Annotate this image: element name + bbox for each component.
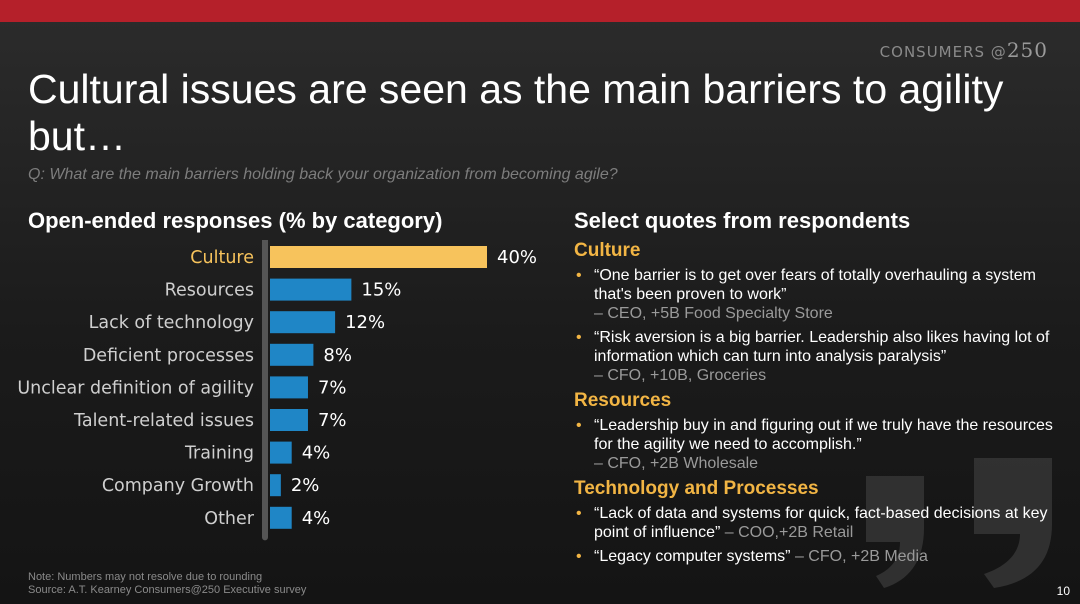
category-label: Deficient processes [83, 346, 254, 366]
barrier-bar-chart: Culture 40% Resources 15% Lack of technology… [17, 240, 537, 541]
bar-2 [270, 311, 336, 334]
quote-attribution: – CFO, +10B, Groceries [594, 367, 767, 384]
top-accent-bar [0, 0, 1080, 22]
value-label: 4% [302, 443, 331, 464]
bar-5 [270, 409, 308, 431]
survey-question: Q: What are the main barriers holding ba… [28, 166, 618, 183]
quotes-panel: Culture • “One barrier is to get over fear… [574, 240, 1069, 571]
bullet-icon: • [576, 417, 582, 434]
quotes-title: Select quotes from respondents [574, 208, 911, 233]
quote-attribution: – CFO, +2B Media [790, 548, 928, 565]
category-label: Training [184, 444, 254, 464]
value-label: 7% [318, 377, 347, 398]
quote-text: “One barrier is to get over fears of tot… [594, 267, 1036, 303]
value-label: 40% [497, 247, 537, 268]
quote-category-heading: Resources [574, 390, 672, 411]
category-label: Talent-related issues [73, 411, 254, 431]
category-label: Other [204, 509, 254, 529]
rounding-note: Note: Numbers may not resolve due to rou… [28, 571, 263, 583]
category-label: Company Growth [102, 476, 254, 496]
quote-attribution: – COO,+2B Retail [720, 524, 854, 541]
footnote: Note: Numbers may not resolve due to rou… [28, 571, 306, 597]
bar-6 [270, 441, 292, 464]
quote-item: • “One barrier is to get over fears of to… [574, 266, 1069, 323]
quote-category-heading: Culture [574, 240, 641, 261]
source-note: Source: A.T. Kearney Consumers@250 Execu… [28, 584, 307, 596]
bullet-icon: • [576, 505, 582, 522]
quote-category-heading: Technology and Processes [574, 478, 819, 499]
quote-mark-icon [866, 458, 1052, 588]
bullet-icon: • [576, 548, 582, 565]
bar-7 [270, 474, 281, 497]
bullet-icon: • [576, 329, 582, 346]
quote-attribution: – CFO, +2B Wholesale [594, 455, 759, 472]
quote-text: “Lack of data and systems for quick, fac… [594, 505, 1048, 541]
bar-4 [270, 376, 308, 399]
category-label: Lack of technology [89, 313, 254, 333]
brand-prefix: CONSUMERS @ [879, 43, 1007, 61]
brand-number: 250 [1006, 38, 1048, 62]
quote-item: • “Lack of data and systems for quick, fa… [574, 504, 1069, 542]
bar-0 [270, 246, 487, 268]
category-label: Unclear definition of agility [17, 378, 254, 398]
value-label: 8% [323, 345, 352, 366]
quote-item: • “Legacy computer systems” – CFO, +2B Me… [574, 547, 1069, 566]
category-label: Resources [165, 281, 254, 301]
bar-8 [270, 506, 292, 529]
quote-text: “Leadership buy in and figuring out if w… [594, 417, 1053, 453]
page-number: 10 [1056, 584, 1070, 598]
quote-item: • “Leadership buy in and figuring out if … [574, 416, 1069, 473]
quote-text: “Risk aversion is a big barrier. Leaders… [594, 329, 1050, 365]
quote-item: • “Risk aversion is a big barrier. Leader… [574, 328, 1069, 385]
value-label: 15% [361, 280, 401, 301]
quote-attribution: – CEO, +5B Food Specialty Store [594, 305, 833, 322]
value-label: 4% [302, 508, 331, 529]
chart-title: Open-ended responses (% by category) [28, 208, 443, 233]
bullet-icon: • [576, 267, 582, 284]
bar-3 [270, 343, 314, 366]
category-label: Culture [190, 248, 254, 268]
value-label: 12% [345, 312, 385, 333]
bar-1 [270, 278, 352, 301]
value-label: 2% [291, 475, 320, 496]
slide-title: Cultural issues are seen as the main bar… [28, 66, 1004, 159]
value-label: 7% [318, 410, 347, 431]
quote-text: “Legacy computer systems” [594, 548, 791, 565]
brand-logo: CONSUMERS @250 [880, 38, 1048, 62]
